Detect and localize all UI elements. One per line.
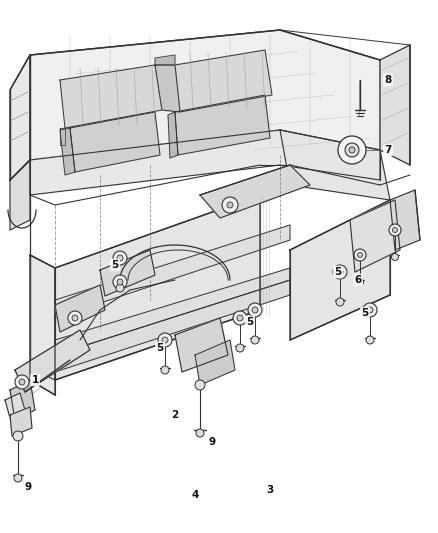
- Circle shape: [338, 136, 366, 164]
- Polygon shape: [195, 340, 235, 385]
- Polygon shape: [10, 160, 30, 230]
- Polygon shape: [60, 128, 75, 175]
- Circle shape: [251, 336, 259, 344]
- Circle shape: [236, 344, 244, 352]
- Text: 5: 5: [361, 308, 369, 318]
- Polygon shape: [55, 280, 290, 372]
- Polygon shape: [30, 255, 55, 395]
- Polygon shape: [55, 225, 290, 318]
- Polygon shape: [168, 112, 178, 158]
- Circle shape: [162, 337, 168, 343]
- Circle shape: [14, 474, 22, 482]
- Circle shape: [117, 279, 123, 285]
- Polygon shape: [55, 195, 260, 380]
- Text: 5: 5: [246, 317, 254, 327]
- Polygon shape: [175, 318, 228, 372]
- Text: 5: 5: [156, 343, 164, 353]
- Circle shape: [389, 224, 401, 236]
- Polygon shape: [60, 128, 65, 145]
- Circle shape: [13, 431, 23, 441]
- Circle shape: [237, 315, 243, 321]
- Circle shape: [336, 298, 344, 306]
- Text: 2: 2: [171, 410, 179, 420]
- Polygon shape: [5, 393, 25, 418]
- Polygon shape: [30, 30, 380, 160]
- Polygon shape: [55, 268, 290, 355]
- Polygon shape: [100, 250, 155, 296]
- Text: 3: 3: [266, 485, 274, 495]
- Text: 4: 4: [191, 490, 199, 500]
- Polygon shape: [380, 45, 410, 165]
- Polygon shape: [175, 50, 272, 112]
- Circle shape: [19, 379, 25, 385]
- Circle shape: [161, 366, 169, 374]
- Circle shape: [357, 253, 363, 257]
- Polygon shape: [290, 200, 390, 340]
- Polygon shape: [10, 380, 35, 420]
- Circle shape: [366, 336, 374, 344]
- Circle shape: [337, 269, 343, 275]
- Circle shape: [252, 307, 258, 313]
- Circle shape: [158, 333, 172, 347]
- Text: 6: 6: [354, 275, 362, 285]
- Circle shape: [392, 228, 398, 232]
- Circle shape: [357, 279, 364, 286]
- Circle shape: [72, 315, 78, 321]
- Polygon shape: [280, 130, 390, 200]
- Circle shape: [222, 197, 238, 213]
- Circle shape: [117, 255, 123, 261]
- Polygon shape: [155, 55, 175, 65]
- Polygon shape: [350, 200, 400, 272]
- Polygon shape: [15, 330, 90, 392]
- Circle shape: [354, 249, 366, 261]
- Polygon shape: [30, 130, 380, 195]
- Circle shape: [363, 303, 377, 317]
- Circle shape: [333, 265, 347, 279]
- Text: 7: 7: [384, 145, 392, 155]
- Circle shape: [196, 429, 204, 437]
- Text: 9: 9: [25, 482, 32, 492]
- Text: 8: 8: [385, 75, 392, 85]
- Circle shape: [367, 307, 373, 313]
- Polygon shape: [55, 285, 105, 332]
- Polygon shape: [200, 165, 310, 218]
- Polygon shape: [175, 95, 270, 155]
- Circle shape: [113, 275, 127, 289]
- Text: 1: 1: [32, 375, 39, 385]
- Circle shape: [248, 303, 262, 317]
- Circle shape: [392, 254, 399, 261]
- Circle shape: [345, 143, 359, 157]
- Text: 5: 5: [334, 267, 342, 277]
- Polygon shape: [60, 65, 162, 128]
- Circle shape: [116, 284, 124, 292]
- Circle shape: [349, 147, 355, 153]
- Polygon shape: [70, 112, 160, 172]
- Text: 9: 9: [208, 437, 215, 447]
- Circle shape: [113, 251, 127, 265]
- Circle shape: [227, 202, 233, 208]
- Circle shape: [195, 380, 205, 390]
- Polygon shape: [10, 55, 30, 180]
- Polygon shape: [390, 190, 420, 250]
- Circle shape: [15, 375, 29, 389]
- Circle shape: [68, 311, 82, 325]
- Circle shape: [233, 311, 247, 325]
- Polygon shape: [10, 407, 32, 436]
- Text: 5: 5: [111, 260, 119, 270]
- Polygon shape: [155, 65, 180, 112]
